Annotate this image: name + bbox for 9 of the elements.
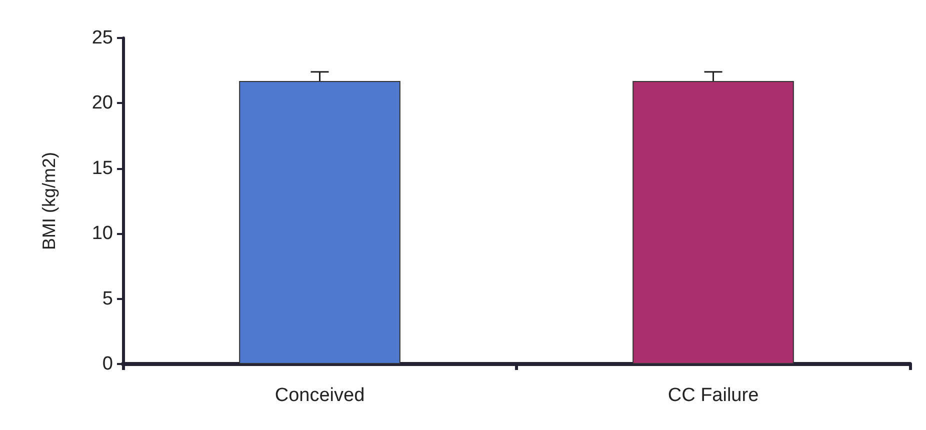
y-tick-label: 15 — [92, 158, 113, 179]
x-tick-label: CC Failure — [668, 385, 759, 406]
y-tick-label: 5 — [102, 288, 113, 310]
y-tick-label: 10 — [92, 223, 113, 244]
y-tick-label: 20 — [92, 92, 113, 114]
y-tick-label: 0 — [102, 354, 113, 374]
x-tick-label: Conceived — [274, 385, 365, 406]
y-axis-title: BMI (kg/m2) — [39, 152, 59, 250]
y-tick-label: 25 — [92, 28, 113, 48]
